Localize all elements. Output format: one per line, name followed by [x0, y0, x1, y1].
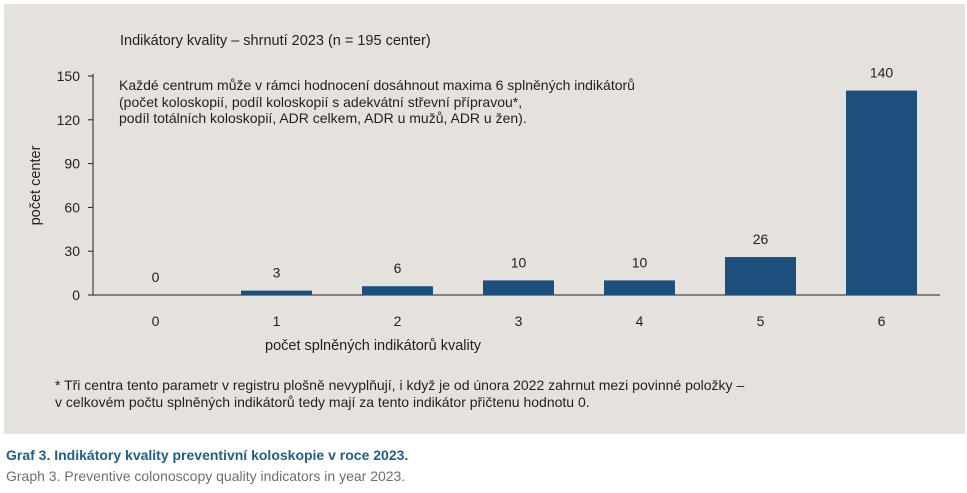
- x-tick-label: 0: [152, 313, 160, 329]
- y-axis-title: počet center: [28, 145, 44, 225]
- x-tick-label: 3: [515, 313, 523, 329]
- y-tick-label: 120: [57, 112, 81, 128]
- figure-caption-english: Graph 3. Preventive colonoscopy quality …: [6, 468, 406, 484]
- x-tick-label: 4: [636, 313, 644, 329]
- chart-annotation: Každé centrum může v rámci hodnocení dos…: [119, 77, 635, 126]
- bar-value-label: 0: [152, 269, 160, 285]
- bar: [846, 90, 917, 295]
- bar: [241, 290, 312, 295]
- bar: [362, 286, 433, 295]
- y-tick-label: 30: [64, 243, 80, 259]
- y-tick-label: 60: [64, 199, 80, 215]
- bar: [604, 280, 675, 295]
- bar-value-label: 3: [273, 265, 281, 281]
- bar-value-label: 10: [511, 254, 527, 270]
- bar-value-label: 140: [870, 65, 894, 81]
- chart-footnote: * Tři centra tento parametr v registru p…: [55, 377, 745, 410]
- x-tick-label: 5: [757, 313, 765, 329]
- y-tick-label: 90: [64, 156, 80, 172]
- x-axis-title: počet splněných indikátorů kvality: [265, 338, 482, 354]
- x-tick-label: 6: [878, 313, 886, 329]
- chart-title: Indikátory kvality – shrnutí 2023 (n = 1…: [120, 33, 431, 49]
- chart-panel: [4, 4, 965, 434]
- figure-caption-czech: Graf 3. Indikátory kvality preventivní k…: [6, 447, 409, 463]
- x-tick-label: 1: [273, 313, 281, 329]
- bar-value-label: 10: [632, 254, 648, 270]
- chart-bars: [241, 90, 917, 295]
- y-tick-label: 150: [57, 68, 81, 84]
- bar-value-label: 26: [753, 231, 769, 247]
- bar: [725, 257, 796, 295]
- x-tick-label: 2: [394, 313, 402, 329]
- bar-value-label: 6: [394, 260, 402, 276]
- y-tick-label: 0: [72, 287, 80, 303]
- bar: [483, 280, 554, 295]
- chart-labels: 0 0 3 1 6 2 10 3 10 4 26 5 140 6: [152, 65, 894, 329]
